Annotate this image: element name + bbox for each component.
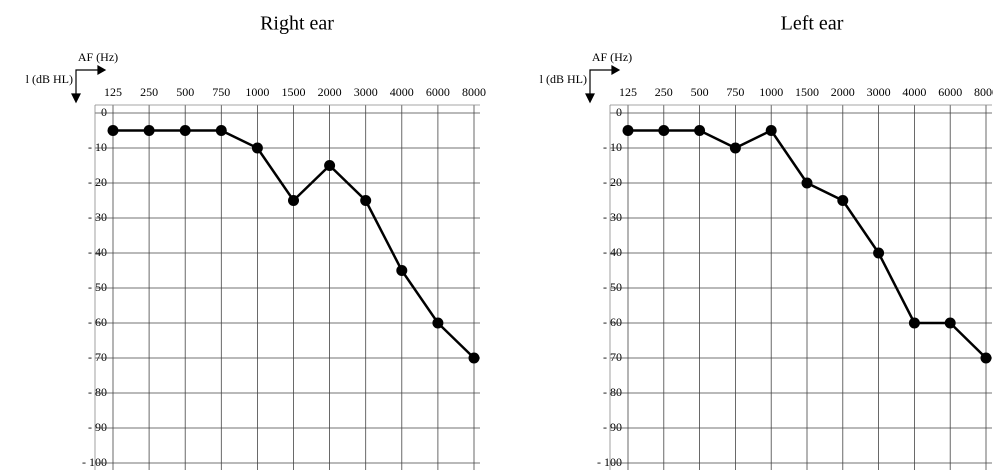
point: [215, 125, 227, 136]
point: [801, 177, 813, 189]
point: [837, 195, 849, 206]
point: [288, 195, 299, 206]
x-axis-label: AF (Hz): [592, 50, 632, 64]
x-tick-label: 1000: [759, 85, 783, 99]
x-tick-label: 1500: [795, 85, 819, 99]
x-tick-label: 500: [176, 85, 194, 99]
point: [179, 125, 191, 136]
point: [324, 160, 336, 171]
point: [694, 125, 706, 136]
x-tick-label: 125: [619, 85, 637, 99]
x-tick-label: 6000: [938, 85, 962, 99]
y-tick-label: - 40: [603, 245, 622, 259]
y-tick-label: - 20: [88, 175, 107, 189]
point: [729, 142, 741, 154]
chart-title: Left ear: [781, 13, 844, 35]
x-tick-label: 8000: [974, 85, 993, 99]
y-tick-label: - 40: [88, 245, 107, 259]
y-tick-label: - 80: [603, 385, 622, 399]
x-tick-label: 3000: [354, 85, 378, 99]
y-tick-label: - 30: [603, 210, 622, 224]
y-tick-label: - 90: [88, 420, 107, 434]
x-tick-label: 3000: [867, 85, 891, 99]
y-tick-label: - 30: [88, 210, 107, 224]
x-tick-label: 1000: [245, 85, 269, 99]
y-tick-label: - 50: [88, 280, 107, 294]
y-tick-label: - 60: [88, 315, 107, 329]
x-tick-label: 6000: [426, 85, 450, 99]
y-tick-label: - 70: [88, 350, 107, 364]
y-tick-label: - 50: [603, 280, 622, 294]
x-tick-label: 2000: [318, 85, 342, 99]
point: [622, 125, 634, 136]
y-tick-label: - 10: [88, 140, 107, 154]
point: [143, 125, 155, 136]
x-tick-label: 8000: [462, 85, 486, 99]
x-tick-label: 1500: [282, 85, 306, 99]
y-tick-label: - 100: [82, 455, 107, 469]
x-tick-label: 500: [691, 85, 709, 99]
y-tick-label: - 10: [603, 140, 622, 154]
x-tick-label: 750: [212, 85, 230, 99]
y-axis-label: l (dB HL): [26, 72, 73, 86]
axis-arrows: [71, 64, 621, 104]
point: [251, 142, 263, 154]
x-tick-label: 750: [726, 85, 744, 99]
point: [468, 352, 480, 364]
x-tick-label: 2000: [831, 85, 855, 99]
x-tick-label: 125: [104, 85, 122, 99]
y-tick-label: - 80: [88, 385, 107, 399]
x-tick-label: 4000: [902, 85, 926, 99]
y-tick-label: - 20: [603, 175, 622, 189]
point: [658, 125, 670, 136]
x-tick-label: 250: [655, 85, 673, 99]
point: [765, 125, 777, 136]
x-axis-label: AF (Hz): [78, 50, 118, 64]
point: [980, 352, 992, 364]
point: [873, 247, 885, 259]
y-tick-label: - 90: [603, 420, 622, 434]
y-tick-label: - 70: [603, 350, 622, 364]
chart-title: Right ear: [260, 13, 334, 35]
y-tick-label: 0: [616, 105, 622, 119]
point: [908, 317, 920, 329]
y-tick-label: - 60: [603, 315, 622, 329]
point: [432, 317, 444, 329]
point: [360, 195, 372, 206]
x-tick-label: 4000: [390, 85, 414, 99]
point: [944, 317, 956, 329]
y-tick-label: - 100: [597, 455, 622, 469]
y-axis-label: l (dB HL): [540, 72, 587, 86]
y-tick-label: 0: [101, 105, 107, 119]
x-tick-label: 250: [140, 85, 158, 99]
point: [107, 125, 119, 136]
point: [396, 265, 408, 276]
